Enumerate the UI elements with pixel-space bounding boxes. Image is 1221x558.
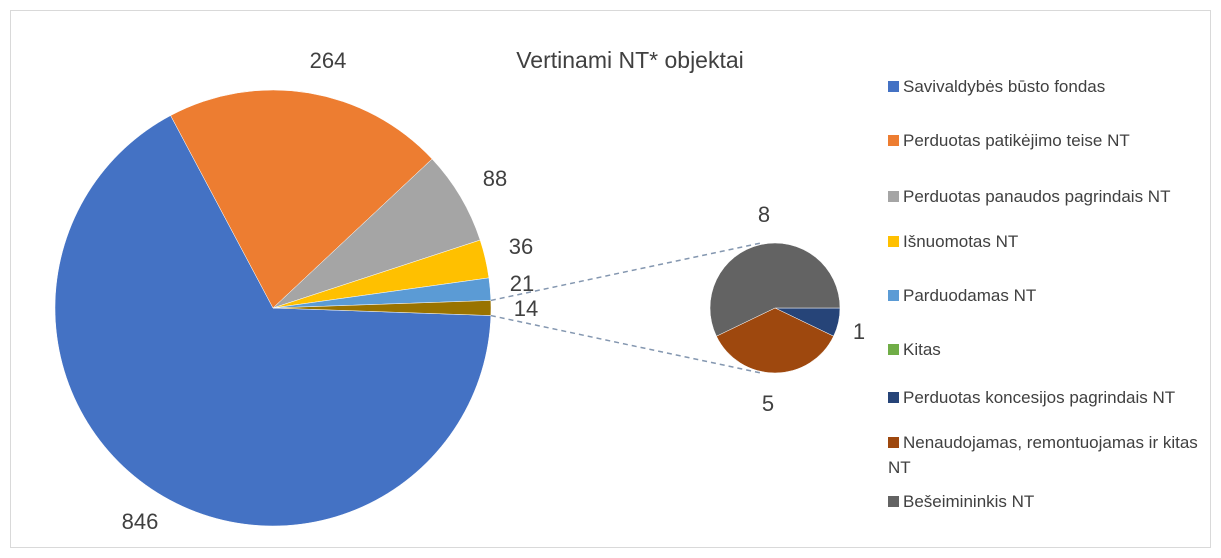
legend-label: Bešeimininkis NT bbox=[903, 492, 1035, 511]
legend-swatch bbox=[888, 392, 899, 403]
data-label: 264 bbox=[310, 48, 347, 73]
data-label: 14 bbox=[514, 296, 538, 321]
pie-slice bbox=[716, 307, 834, 374]
legend-swatch bbox=[888, 290, 899, 301]
legend-swatch bbox=[888, 437, 899, 448]
legend-item: Kitas bbox=[888, 337, 1218, 362]
legend-item: Bešeimininkis NT bbox=[888, 489, 1218, 514]
data-label: 846 bbox=[122, 509, 159, 534]
legend-swatch bbox=[888, 496, 899, 507]
legend-item: Išnuomotas NT bbox=[888, 229, 1218, 254]
legend-label: Parduodamas NT bbox=[903, 286, 1037, 305]
legend-swatch bbox=[888, 344, 899, 355]
legend-swatch bbox=[888, 81, 899, 92]
legend-item: Savivaldybės būsto fondas bbox=[888, 74, 1218, 99]
legend-label: Perduotas patikėjimo teise NT bbox=[903, 131, 1130, 150]
legend-item: Perduotas patikėjimo teise NT bbox=[888, 128, 1218, 153]
legend-item: Perduotas koncesijos pagrindais NT bbox=[888, 385, 1218, 410]
data-label: 36 bbox=[509, 234, 533, 259]
legend-label: Perduotas panaudos pagrindais NT bbox=[903, 187, 1171, 206]
connector-line bbox=[490, 314, 762, 374]
pie-slice bbox=[54, 115, 492, 527]
chart-title: Vertinami NT* objektai bbox=[516, 47, 744, 73]
data-label: 5 bbox=[762, 391, 774, 416]
legend-item: Perduotas panaudos pagrindais NT bbox=[888, 184, 1218, 209]
data-label: 8 bbox=[758, 202, 770, 227]
legend-item: Nenaudojamas, remontuojamas ir kitas NT bbox=[888, 430, 1218, 480]
legend-swatch bbox=[888, 135, 899, 146]
legend-label: Kitas bbox=[903, 340, 941, 359]
pie-slice bbox=[709, 242, 841, 337]
legend-label: Nenaudojamas, remontuojamas ir kitas NT bbox=[888, 433, 1198, 477]
legend-item: Parduodamas NT bbox=[888, 283, 1218, 308]
pie-slice bbox=[170, 89, 433, 309]
legend-label: Savivaldybės būsto fondas bbox=[903, 77, 1106, 96]
legend-swatch bbox=[888, 236, 899, 247]
legend-label: Išnuomotas NT bbox=[903, 232, 1019, 251]
legend-label: Perduotas koncesijos pagrindais NT bbox=[903, 388, 1176, 407]
connector-line bbox=[490, 242, 762, 302]
legend-swatch bbox=[888, 191, 899, 202]
pie-slice-other bbox=[272, 300, 492, 316]
data-label: 88 bbox=[483, 166, 507, 191]
data-label: 1 bbox=[853, 319, 865, 344]
